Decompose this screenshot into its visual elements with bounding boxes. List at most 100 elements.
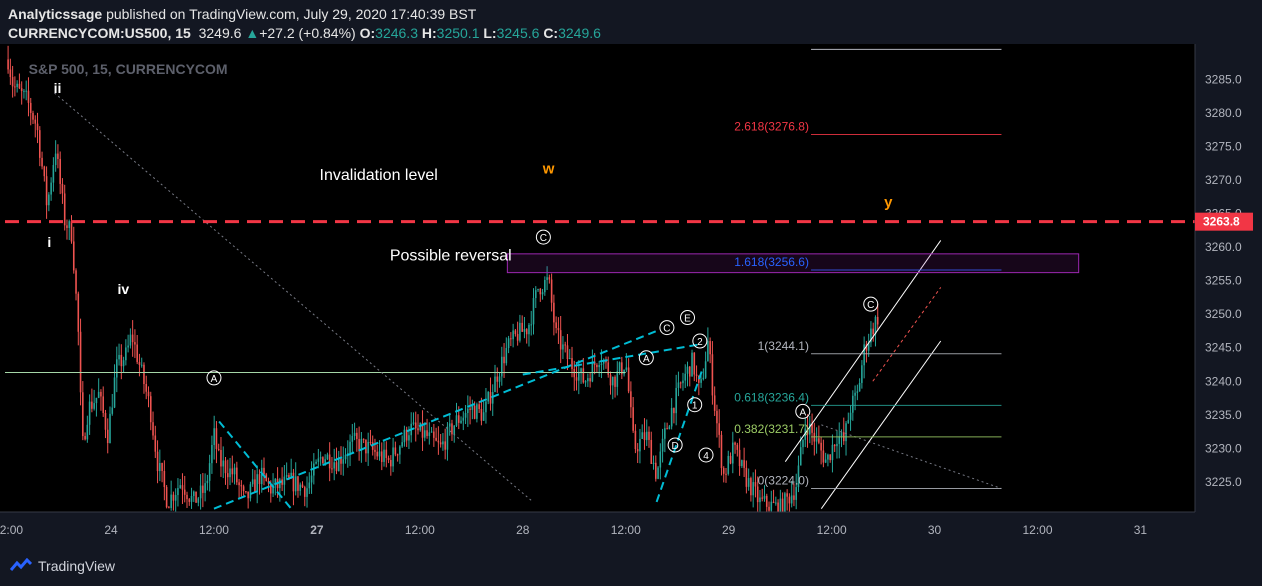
candle-body — [437, 440, 440, 443]
candle-body — [657, 467, 659, 479]
candle-body — [100, 391, 102, 397]
candle-body — [521, 322, 523, 332]
candle-body — [206, 480, 209, 484]
candle-body — [66, 225, 68, 228]
candle-body — [192, 491, 195, 496]
candle-body — [686, 366, 689, 374]
candle-body — [122, 360, 125, 367]
candle-body — [512, 330, 514, 340]
wave-label-circle — [687, 397, 703, 413]
candle-body — [770, 501, 773, 511]
candle-body — [865, 344, 868, 351]
candle-body — [299, 484, 302, 491]
candle-body — [797, 465, 800, 488]
candle-body — [516, 334, 519, 341]
y-tick-label: 3275.0 — [1205, 140, 1242, 154]
tradingview-brand[interactable]: TradingView — [10, 558, 115, 574]
candle-body — [537, 288, 539, 291]
wave-label: A — [799, 407, 806, 418]
x-tick-label: 31 — [1134, 523, 1148, 537]
candle-body — [156, 451, 159, 472]
fib-level-label: 1.618(3256.6) — [734, 255, 809, 269]
candle-body — [507, 338, 510, 349]
last-price: 3249.6 — [198, 25, 242, 41]
candle-body — [195, 491, 197, 503]
x-tick-label: 27 — [310, 523, 324, 537]
price-chart[interactable]: S&P 500, 15, CURRENCYCOM 2.618(3276.8) 1.… — [0, 44, 1262, 548]
candle-body — [405, 429, 408, 441]
publisher-name[interactable]: Analyticssage — [8, 6, 103, 22]
candle-body — [670, 408, 673, 427]
candle-body — [288, 475, 290, 479]
candle-body — [718, 423, 721, 435]
x-tick-label: 29 — [722, 523, 736, 537]
channel-upper-line — [784, 240, 942, 462]
candle-body — [43, 166, 46, 177]
low-label: L: — [483, 25, 497, 41]
candle-body — [236, 467, 238, 483]
candle-body — [654, 462, 657, 479]
candle-body — [147, 391, 150, 397]
candle-body — [401, 442, 403, 447]
candle-body — [847, 419, 850, 424]
symbol-label[interactable]: CURRENCYCOM:US500, 15 — [8, 25, 191, 41]
candle-body — [451, 423, 453, 435]
candle-body — [745, 467, 748, 487]
candle-body — [281, 479, 283, 485]
candle-body — [788, 496, 791, 504]
candle-body — [181, 485, 184, 490]
candle-body — [134, 342, 136, 345]
candle-body — [16, 83, 18, 88]
candle-body — [220, 450, 222, 467]
candle-body — [344, 454, 347, 460]
y-tick-label: 3270.0 — [1205, 173, 1242, 187]
x-tick-label: 12:00 — [405, 523, 435, 537]
candle-body — [442, 441, 444, 445]
candle-body — [303, 487, 306, 497]
y-tick-label: 3225.0 — [1205, 475, 1242, 489]
fib-level-label: 2.618(3276.8) — [734, 120, 809, 134]
candle-body — [444, 441, 446, 450]
candle-body — [331, 468, 333, 470]
candle-body — [763, 495, 766, 499]
candle-body — [34, 119, 37, 124]
candle-body — [145, 384, 148, 392]
candle-body — [564, 344, 567, 346]
price-axis-panel — [1195, 44, 1262, 548]
candle-body — [77, 293, 80, 332]
candle-body — [582, 368, 585, 383]
candle-body — [729, 455, 732, 464]
candle-body — [473, 405, 476, 419]
candle-body — [675, 387, 677, 414]
candle-body — [772, 501, 775, 504]
candle-body — [23, 90, 25, 92]
candle-body — [131, 334, 134, 343]
candle-body — [308, 482, 311, 489]
wave-label: 4 — [703, 451, 709, 462]
channel-mid-line — [872, 287, 942, 382]
candle-body — [435, 437, 437, 441]
wave-label: A — [643, 354, 650, 365]
candle-body — [849, 412, 852, 420]
x-tick-label: 12:00 — [199, 523, 229, 537]
candle-body — [580, 368, 582, 373]
candle-body — [152, 422, 154, 436]
candle-body — [297, 476, 299, 491]
candle-body — [528, 324, 530, 335]
candle-body — [584, 381, 587, 383]
candle-body — [824, 459, 827, 463]
candle-body — [725, 473, 727, 475]
candle-body — [306, 488, 308, 497]
candle-body — [333, 462, 336, 469]
candle-body — [245, 491, 247, 493]
candle-body — [630, 391, 632, 408]
candle-body — [464, 412, 467, 418]
candle-body — [199, 485, 202, 499]
candle-body — [614, 376, 616, 387]
candle-body — [510, 338, 512, 340]
chart-annotation: w — [542, 160, 555, 177]
candle-body — [265, 474, 268, 481]
candle-body — [269, 483, 272, 494]
candle-body — [174, 495, 177, 501]
candle-body — [491, 392, 494, 404]
